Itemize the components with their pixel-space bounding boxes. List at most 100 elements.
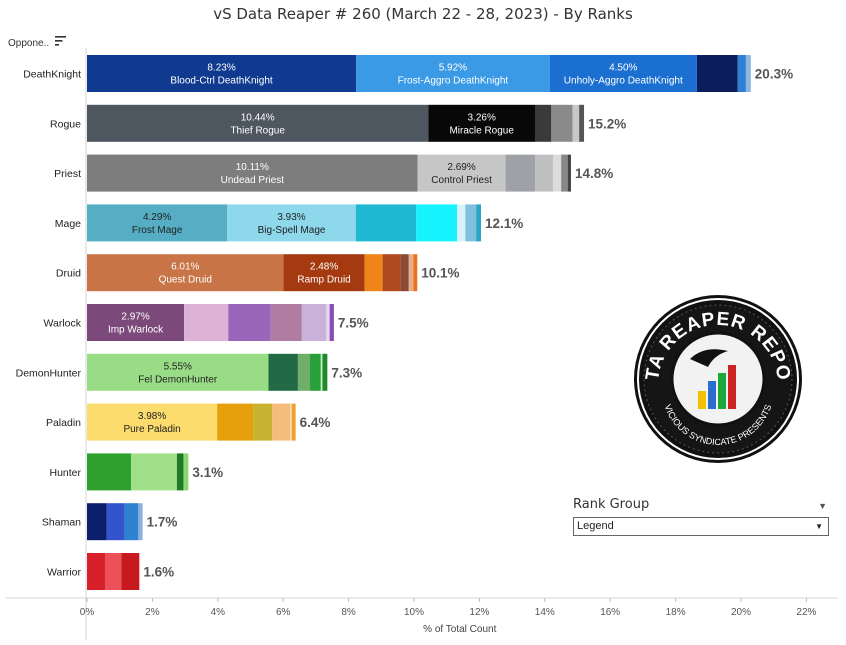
bar-segment[interactable] xyxy=(567,154,571,192)
bar-segment[interactable] xyxy=(87,254,284,292)
x-tick-label: 0% xyxy=(80,607,95,618)
bar-segment[interactable] xyxy=(551,104,573,142)
bar-segment[interactable] xyxy=(228,304,271,341)
bar-segment[interactable] xyxy=(184,304,229,341)
bar-segment[interactable] xyxy=(382,254,401,292)
x-axis-label: % of Total Count xyxy=(423,624,496,635)
segment-archetype-label: Undead Priest xyxy=(221,175,285,186)
bar-segment[interactable] xyxy=(270,304,302,341)
segment-archetype-label: Ramp Druid xyxy=(297,275,350,286)
bar-segment[interactable] xyxy=(87,55,357,92)
bar-segment[interactable] xyxy=(87,453,132,491)
segment-archetype-label: Quest Druid xyxy=(159,275,212,286)
segment-value-label: 4.50% xyxy=(609,63,637,74)
bar-segment[interactable] xyxy=(745,55,751,92)
bar-total-label: 15.2% xyxy=(588,116,626,131)
bar-segment[interactable] xyxy=(87,553,105,590)
category-label: Paladin xyxy=(46,417,81,429)
bar-segment[interactable] xyxy=(253,403,273,441)
rank-group-title: Rank Group xyxy=(573,497,650,512)
segment-archetype-label: Miracle Rogue xyxy=(449,125,514,136)
bar-segment[interactable] xyxy=(227,204,356,242)
bar-segment[interactable] xyxy=(131,453,177,491)
bar-segment[interactable] xyxy=(297,353,311,391)
bar-segment[interactable] xyxy=(579,104,585,142)
category-label: Rogue xyxy=(50,118,81,130)
bar-segment[interactable] xyxy=(696,55,738,92)
bar-segment[interactable] xyxy=(124,503,139,541)
segment-archetype-label: Big-Spell Mage xyxy=(258,225,326,236)
bar-segment[interactable] xyxy=(408,254,414,292)
bar-segment[interactable] xyxy=(121,553,140,590)
segment-value-label: 2.48% xyxy=(310,262,338,273)
sort-descending-icon[interactable] xyxy=(55,35,67,47)
bar-segment[interactable] xyxy=(272,403,291,441)
x-tick-label: 6% xyxy=(276,607,291,618)
rank-group-selected-value: Legend xyxy=(577,520,614,532)
x-tick-label: 20% xyxy=(731,607,751,618)
segment-archetype-label: Blood-Ctrl DeathKnight xyxy=(170,76,272,87)
bar-segment[interactable] xyxy=(268,353,298,391)
bar-segment[interactable] xyxy=(290,403,292,441)
bar-segment[interactable] xyxy=(549,55,697,92)
bar-total-label: 1.6% xyxy=(143,565,174,580)
sort-control-label[interactable]: Oppone.. xyxy=(8,38,50,49)
bar-segment[interactable] xyxy=(355,204,417,242)
bar-segment[interactable] xyxy=(505,154,535,192)
bar-segment[interactable] xyxy=(356,55,550,92)
bar-segment[interactable] xyxy=(572,104,580,142)
bar-segment[interactable] xyxy=(183,453,189,491)
segment-archetype-label: Unholy-Aggro DeathKnight xyxy=(564,76,683,87)
bar-segment[interactable] xyxy=(291,403,296,441)
bar-segment[interactable] xyxy=(416,204,458,242)
bar-segment[interactable] xyxy=(329,304,334,341)
bar-total-label: 7.5% xyxy=(338,316,369,331)
bar-segment[interactable] xyxy=(364,254,383,292)
bar-segment[interactable] xyxy=(552,154,562,192)
bar-segment[interactable] xyxy=(138,503,143,541)
bar-segment[interactable] xyxy=(87,353,269,391)
bar-segment[interactable] xyxy=(322,353,328,391)
bar-segment[interactable] xyxy=(417,154,506,192)
segment-archetype-label: Frost-Aggro DeathKnight xyxy=(398,76,509,87)
segment-value-label: 3.98% xyxy=(138,411,166,422)
bar-segment[interactable] xyxy=(413,254,418,292)
segment-value-label: 8.23% xyxy=(207,63,235,74)
bar-segment[interactable] xyxy=(104,553,122,590)
segment-archetype-label: Control Priest xyxy=(431,175,492,186)
rank-group-select[interactable]: Legend ▼ xyxy=(573,517,829,536)
bar-segment[interactable] xyxy=(476,204,482,242)
data-reaper-report-logo: DATA REAPER REPORT VICIOUS SYNDICATE PRE… xyxy=(625,277,804,470)
bar-segment[interactable] xyxy=(87,304,185,341)
bar-segment[interactable] xyxy=(310,353,321,391)
bar-segment[interactable] xyxy=(326,304,330,341)
bar-segment[interactable] xyxy=(400,254,409,292)
category-label: DemonHunter xyxy=(16,367,82,379)
bar-segment[interactable] xyxy=(320,353,323,391)
segment-value-label: 10.11% xyxy=(236,162,269,173)
segment-value-label: 5.92% xyxy=(439,63,467,74)
bar-segment[interactable] xyxy=(428,104,535,142)
bar-segment[interactable] xyxy=(217,403,254,441)
bar-segment[interactable] xyxy=(87,104,429,142)
rank-group-menu-icon[interactable]: ▼ xyxy=(818,501,827,511)
bar-segment[interactable] xyxy=(87,204,228,242)
x-tick-label: 16% xyxy=(600,607,620,618)
bar-segment[interactable] xyxy=(561,154,568,192)
x-tick-label: 22% xyxy=(796,607,816,618)
bar-segment[interactable] xyxy=(283,254,365,292)
bar-segment[interactable] xyxy=(87,403,218,441)
bar-segment[interactable] xyxy=(87,503,107,541)
bar-segment[interactable] xyxy=(534,104,552,142)
bar-segment[interactable] xyxy=(457,204,466,242)
bar-total-label: 14.8% xyxy=(575,166,613,181)
bar-segment[interactable] xyxy=(465,204,477,242)
bar-segment[interactable] xyxy=(87,154,418,192)
bar-segment[interactable] xyxy=(176,453,184,491)
bar-segment[interactable] xyxy=(737,55,746,92)
bar-segment[interactable] xyxy=(106,503,125,541)
bar-segment[interactable] xyxy=(301,304,327,341)
x-tick-label: 14% xyxy=(535,607,555,618)
bar-segment[interactable] xyxy=(534,154,553,192)
category-label: Priest xyxy=(54,168,81,180)
